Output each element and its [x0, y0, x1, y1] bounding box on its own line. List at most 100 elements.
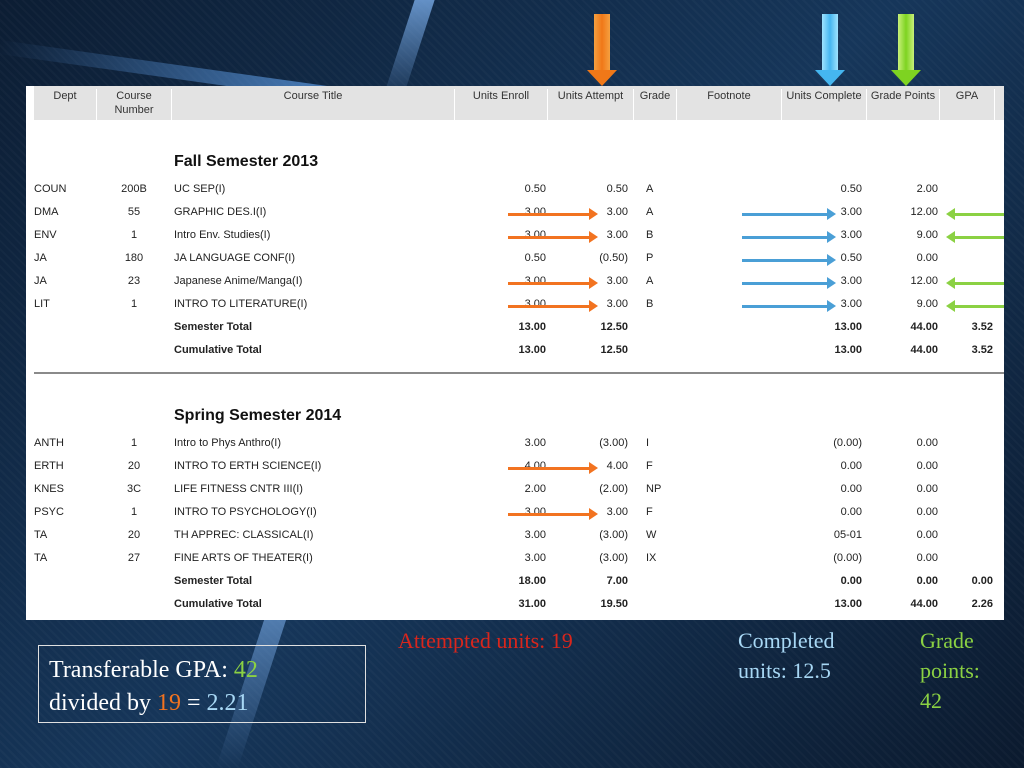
- cell-points: 9.00: [916, 229, 938, 241]
- cell-enroll: 3.00: [524, 437, 546, 449]
- transcript-table: Dept Course Number Course Title Units En…: [26, 86, 1004, 620]
- cell-complete: 0.00: [840, 575, 862, 587]
- cell-dept: DMA: [34, 206, 59, 218]
- cell-title: Intro to Phys Anthro(I): [174, 437, 281, 449]
- cell-points: 0.00: [916, 529, 938, 541]
- cell-num: 200B: [121, 183, 147, 195]
- cell-title: Cumulative Total: [174, 344, 262, 356]
- cell-enroll: 3.00: [524, 298, 546, 310]
- cell-enroll: 18.00: [518, 575, 546, 587]
- attempted-units-caption: Attempted units: 19: [398, 628, 573, 653]
- cell-points: 0.00: [916, 506, 938, 518]
- cell-title: Intro Env. Studies(I): [174, 229, 271, 241]
- cell-dept: LIT: [34, 298, 50, 310]
- cell-complete: (0.00): [833, 437, 862, 449]
- cell-attempt: (3.00): [599, 529, 628, 541]
- attempt-arrow-icon: [508, 277, 598, 289]
- grade-points-arrow-icon: [946, 208, 1004, 220]
- header-units-complete: Units Complete: [782, 89, 867, 120]
- cell-complete: 0.50: [840, 252, 862, 264]
- cell-attempt: 3.00: [606, 298, 628, 310]
- cell-grade: F: [646, 460, 653, 472]
- cell-points: 0.00: [916, 460, 938, 472]
- grade-points-arrow-icon: [946, 277, 1004, 289]
- cell-attempt: 4.00: [606, 460, 628, 472]
- cell-attempt: 3.00: [606, 206, 628, 218]
- cell-complete: 13.00: [834, 344, 862, 356]
- cell-attempt: 19.50: [600, 598, 628, 610]
- cell-title: TH APPREC: CLASSICAL(I): [174, 529, 314, 541]
- header-grade-points: Grade Points: [867, 89, 940, 120]
- gpa-line-1: Transferable GPA: 42: [49, 654, 355, 687]
- units-attempt-down-arrow-icon: [587, 14, 617, 86]
- cell-enroll: 4.00: [524, 460, 546, 472]
- cell-grade: NP: [646, 483, 662, 495]
- cell-gpa: 3.52: [971, 344, 993, 356]
- cell-dept: JA: [34, 275, 47, 287]
- cell-complete: 13.00: [834, 598, 862, 610]
- header-course-number: Course Number: [97, 89, 172, 120]
- cell-complete: 05-01: [833, 529, 862, 541]
- cell-title: Semester Total: [174, 575, 253, 587]
- cell-points: 0.00: [916, 252, 938, 264]
- header-units-attempt: Units Attempt: [548, 89, 634, 120]
- cell-grade: IX: [646, 552, 657, 564]
- cell-enroll: 13.00: [518, 344, 546, 356]
- cell-dept: ANTH: [34, 437, 64, 449]
- gpa-line-2: divided by 19 = 2.21: [49, 687, 355, 720]
- cell-enroll: 31.00: [518, 598, 546, 610]
- cell-dept: TA: [34, 552, 48, 564]
- cell-points: 0.00: [916, 552, 938, 564]
- cell-num: 23: [127, 275, 141, 287]
- header-gpa: GPA: [940, 89, 995, 120]
- cell-enroll: 3.00: [524, 506, 546, 518]
- header-units-enroll: Units Enroll: [455, 89, 548, 120]
- cell-points: 44.00: [910, 598, 938, 610]
- cell-complete: 0.00: [840, 460, 862, 472]
- cell-complete: 3.00: [840, 229, 862, 241]
- table-header: Dept Course Number Course Title Units En…: [34, 86, 1004, 120]
- cell-grade: P: [646, 252, 654, 264]
- cell-complete: 3.00: [840, 298, 862, 310]
- cell-complete: 0.00: [840, 506, 862, 518]
- cell-dept: COUN: [34, 183, 67, 195]
- cell-grade: A: [646, 206, 654, 218]
- cell-num: 55: [127, 206, 141, 218]
- cell-grade: A: [646, 275, 654, 287]
- cell-attempt: 7.00: [606, 575, 628, 587]
- grade-caption-line: Grade: [920, 628, 974, 653]
- cell-enroll: 0.50: [524, 252, 546, 264]
- semester-title: Spring Semester 2014: [174, 407, 342, 424]
- cell-num: 20: [127, 529, 141, 541]
- cell-title: JA LANGUAGE CONF(I): [174, 252, 296, 264]
- grade-points-arrow-icon: [946, 300, 1004, 312]
- attempt-arrow-icon: [508, 300, 598, 312]
- complete-arrow-icon: [742, 254, 836, 266]
- cell-attempt: 0.50: [606, 183, 628, 195]
- header-footnote: Footnote: [677, 89, 782, 120]
- grade-caption-line: 42: [920, 688, 942, 713]
- cell-complete: (0.00): [833, 552, 862, 564]
- cell-grade: I: [646, 437, 650, 449]
- cell-dept: ERTH: [34, 460, 64, 472]
- cell-attempt: 12.50: [600, 344, 628, 356]
- cell-points: 44.00: [910, 321, 938, 333]
- header-dept: Dept: [34, 89, 97, 120]
- cell-title: INTRO TO PSYCHOLOGY(I): [174, 506, 317, 518]
- header-grade: Grade: [634, 89, 677, 120]
- cell-points: 12.00: [910, 275, 938, 287]
- cell-num: 1: [130, 437, 138, 449]
- complete-arrow-icon: [742, 208, 836, 220]
- complete-arrow-icon: [742, 277, 836, 289]
- complete-arrow-icon: [742, 231, 836, 243]
- cell-title: INTRO TO LITERATURE(I): [174, 298, 308, 310]
- cell-attempt: (3.00): [599, 552, 628, 564]
- cell-attempt: (2.00): [599, 483, 628, 495]
- cell-num: 3C: [126, 483, 142, 495]
- cell-title: Semester Total: [174, 321, 253, 333]
- gpa-result-value: 2.21: [206, 690, 249, 716]
- cell-complete: 0.50: [840, 183, 862, 195]
- cell-attempt: 12.50: [600, 321, 628, 333]
- cell-num: 1: [130, 229, 138, 241]
- units-complete-down-arrow-icon: [815, 14, 845, 86]
